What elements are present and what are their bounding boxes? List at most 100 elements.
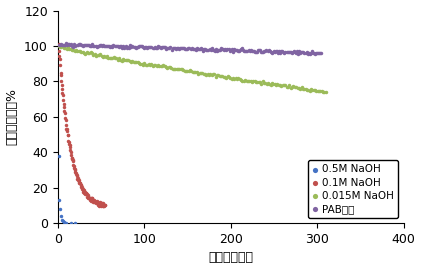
0.015M NaOH (251, 79, 258, 83)
0.015M NaOH (200, 72, 207, 76)
0.1M NaOH (80, 190, 87, 194)
PAB溶液 (126, 45, 133, 50)
0.015M NaOH (161, 64, 168, 68)
0.015M NaOH (67, 47, 74, 51)
PAB溶液 (316, 50, 322, 55)
0.1M NaOH (60, 102, 67, 106)
PAB溶液 (194, 46, 200, 50)
0.5M NaOH (58, 214, 64, 218)
0.1M NaOH (66, 142, 72, 146)
0.015M NaOH (288, 86, 294, 90)
0.1M NaOH (59, 91, 66, 95)
0.015M NaOH (153, 64, 160, 69)
PAB溶液 (70, 45, 77, 49)
PAB溶液 (197, 47, 203, 51)
0.1M NaOH (77, 183, 84, 187)
0.015M NaOH (227, 76, 234, 80)
0.1M NaOH (68, 156, 75, 160)
PAB溶液 (84, 43, 91, 47)
PAB溶液 (298, 50, 305, 55)
PAB溶液 (167, 45, 174, 49)
0.015M NaOH (102, 55, 109, 59)
0.1M NaOH (61, 109, 68, 113)
0.015M NaOH (273, 83, 280, 87)
0.015M NaOH (312, 87, 318, 92)
0.015M NaOH (294, 86, 301, 90)
0.015M NaOH (145, 62, 152, 66)
PAB溶液 (166, 46, 173, 50)
0.015M NaOH (274, 82, 281, 86)
PAB溶液 (181, 46, 187, 50)
0.015M NaOH (106, 56, 113, 60)
0.1M NaOH (85, 195, 92, 200)
0.015M NaOH (218, 74, 224, 79)
0.015M NaOH (114, 58, 121, 62)
0.015M NaOH (55, 43, 62, 48)
0.015M NaOH (223, 76, 230, 80)
0.1M NaOH (94, 201, 101, 205)
PAB溶液 (119, 45, 125, 50)
0.015M NaOH (283, 85, 290, 89)
PAB溶液 (315, 50, 322, 55)
0.015M NaOH (148, 62, 155, 66)
0.5M NaOH (61, 221, 68, 225)
PAB溶液 (306, 52, 313, 56)
0.1M NaOH (57, 70, 64, 75)
PAB溶液 (232, 48, 239, 52)
0.015M NaOH (277, 83, 283, 87)
PAB溶液 (170, 46, 177, 50)
PAB溶液 (304, 52, 311, 56)
PAB溶液 (131, 45, 138, 49)
PAB溶液 (188, 46, 195, 50)
0.015M NaOH (263, 81, 270, 86)
PAB溶液 (311, 50, 317, 55)
0.015M NaOH (91, 52, 98, 56)
PAB溶液 (148, 45, 155, 50)
PAB溶液 (245, 48, 252, 52)
0.1M NaOH (62, 118, 69, 123)
0.015M NaOH (194, 70, 200, 74)
0.1M NaOH (99, 201, 105, 205)
0.1M NaOH (93, 199, 100, 203)
PAB溶液 (205, 48, 212, 52)
0.015M NaOH (169, 67, 176, 72)
PAB溶液 (277, 51, 284, 55)
0.1M NaOH (87, 197, 93, 202)
PAB溶液 (288, 50, 294, 54)
0.015M NaOH (286, 83, 293, 87)
0.1M NaOH (90, 200, 96, 204)
0.015M NaOH (228, 77, 235, 81)
PAB溶液 (229, 50, 236, 54)
PAB溶液 (110, 43, 117, 48)
0.015M NaOH (82, 51, 89, 56)
0.015M NaOH (270, 82, 277, 86)
0.1M NaOH (88, 196, 95, 200)
0.015M NaOH (77, 49, 83, 53)
PAB溶液 (179, 46, 185, 50)
0.5M NaOH (63, 221, 70, 225)
PAB溶液 (203, 48, 210, 52)
0.015M NaOH (313, 89, 320, 94)
0.1M NaOH (93, 201, 100, 205)
PAB溶液 (312, 52, 318, 56)
0.1M NaOH (100, 203, 107, 207)
0.015M NaOH (318, 89, 325, 94)
PAB溶液 (196, 47, 203, 51)
0.015M NaOH (255, 80, 262, 84)
PAB溶液 (282, 50, 289, 55)
0.015M NaOH (321, 90, 328, 94)
0.1M NaOH (98, 201, 105, 205)
0.015M NaOH (261, 80, 267, 85)
PAB溶液 (147, 45, 154, 49)
0.1M NaOH (58, 79, 65, 83)
0.1M NaOH (79, 186, 85, 191)
PAB溶液 (124, 46, 131, 50)
PAB溶液 (221, 48, 228, 53)
0.015M NaOH (155, 63, 161, 68)
PAB溶液 (108, 44, 115, 48)
0.1M NaOH (82, 190, 88, 194)
X-axis label: 定置洗浄回数: 定置洗浄回数 (208, 251, 253, 264)
0.1M NaOH (79, 187, 86, 191)
PAB溶液 (199, 47, 205, 52)
PAB溶液 (63, 41, 69, 45)
